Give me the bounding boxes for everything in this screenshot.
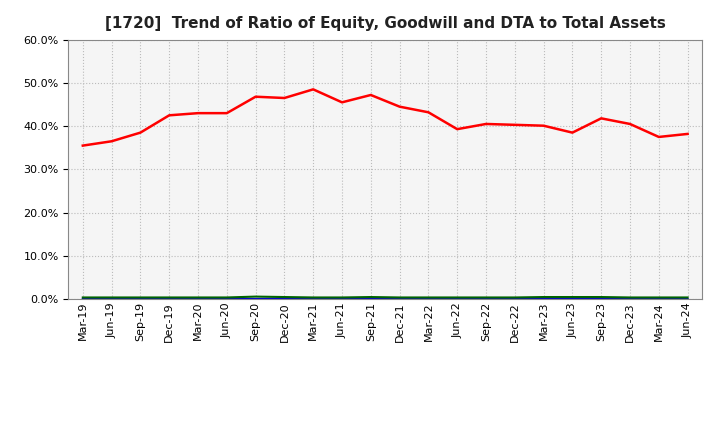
Equity <box>510 122 519 128</box>
Equity <box>626 121 634 127</box>
Deferred Tax Assets <box>654 295 663 300</box>
Deferred Tax Assets <box>395 295 404 300</box>
Equity <box>366 92 375 98</box>
Equity <box>482 121 490 127</box>
Deferred Tax Assets <box>366 294 375 300</box>
Equity <box>453 127 462 132</box>
Goodwill <box>136 297 145 302</box>
Goodwill <box>222 297 231 302</box>
Equity <box>597 116 606 121</box>
Deferred Tax Assets <box>107 295 116 300</box>
Goodwill <box>280 296 289 301</box>
Equity <box>194 110 202 116</box>
Equity <box>338 100 346 105</box>
Equity <box>222 110 231 116</box>
Deferred Tax Assets <box>597 294 606 300</box>
Goodwill <box>597 297 606 302</box>
Equity <box>654 134 663 139</box>
Goodwill <box>683 297 692 302</box>
Deferred Tax Assets <box>280 294 289 300</box>
Deferred Tax Assets <box>453 295 462 300</box>
Deferred Tax Assets <box>424 295 433 300</box>
Deferred Tax Assets <box>165 295 174 300</box>
Goodwill <box>107 297 116 302</box>
Deferred Tax Assets <box>626 295 634 300</box>
Goodwill <box>338 297 346 302</box>
Equity <box>424 110 433 115</box>
Goodwill <box>510 297 519 302</box>
Equity <box>395 104 404 109</box>
Deferred Tax Assets <box>338 295 346 300</box>
Equity <box>136 130 145 135</box>
Line: Equity: Equity <box>83 89 688 146</box>
Equity <box>251 94 260 99</box>
Equity <box>280 95 289 101</box>
Deferred Tax Assets <box>78 295 87 300</box>
Goodwill <box>654 297 663 302</box>
Goodwill <box>482 297 490 302</box>
Equity <box>683 131 692 136</box>
Deferred Tax Assets <box>251 294 260 299</box>
Title: [1720]  Trend of Ratio of Equity, Goodwill and DTA to Total Assets: [1720] Trend of Ratio of Equity, Goodwil… <box>105 16 665 32</box>
Deferred Tax Assets <box>194 295 202 300</box>
Deferred Tax Assets <box>683 295 692 300</box>
Deferred Tax Assets <box>222 295 231 300</box>
Deferred Tax Assets <box>510 295 519 300</box>
Goodwill <box>626 297 634 302</box>
Equity <box>165 113 174 118</box>
Deferred Tax Assets <box>309 295 318 300</box>
Deferred Tax Assets <box>568 294 577 300</box>
Goodwill <box>366 297 375 302</box>
Goodwill <box>424 297 433 302</box>
Goodwill <box>251 297 260 302</box>
Goodwill <box>453 297 462 302</box>
Deferred Tax Assets <box>136 295 145 300</box>
Goodwill <box>309 297 318 302</box>
Goodwill <box>194 297 202 302</box>
Goodwill <box>395 297 404 302</box>
Deferred Tax Assets <box>539 294 548 300</box>
Equity <box>78 143 87 148</box>
Equity <box>568 130 577 135</box>
Deferred Tax Assets <box>482 295 490 300</box>
Equity <box>107 139 116 144</box>
Goodwill <box>78 297 87 302</box>
Equity <box>539 123 548 128</box>
Equity <box>309 87 318 92</box>
Goodwill <box>165 297 174 302</box>
Goodwill <box>568 297 577 302</box>
Goodwill <box>539 297 548 302</box>
